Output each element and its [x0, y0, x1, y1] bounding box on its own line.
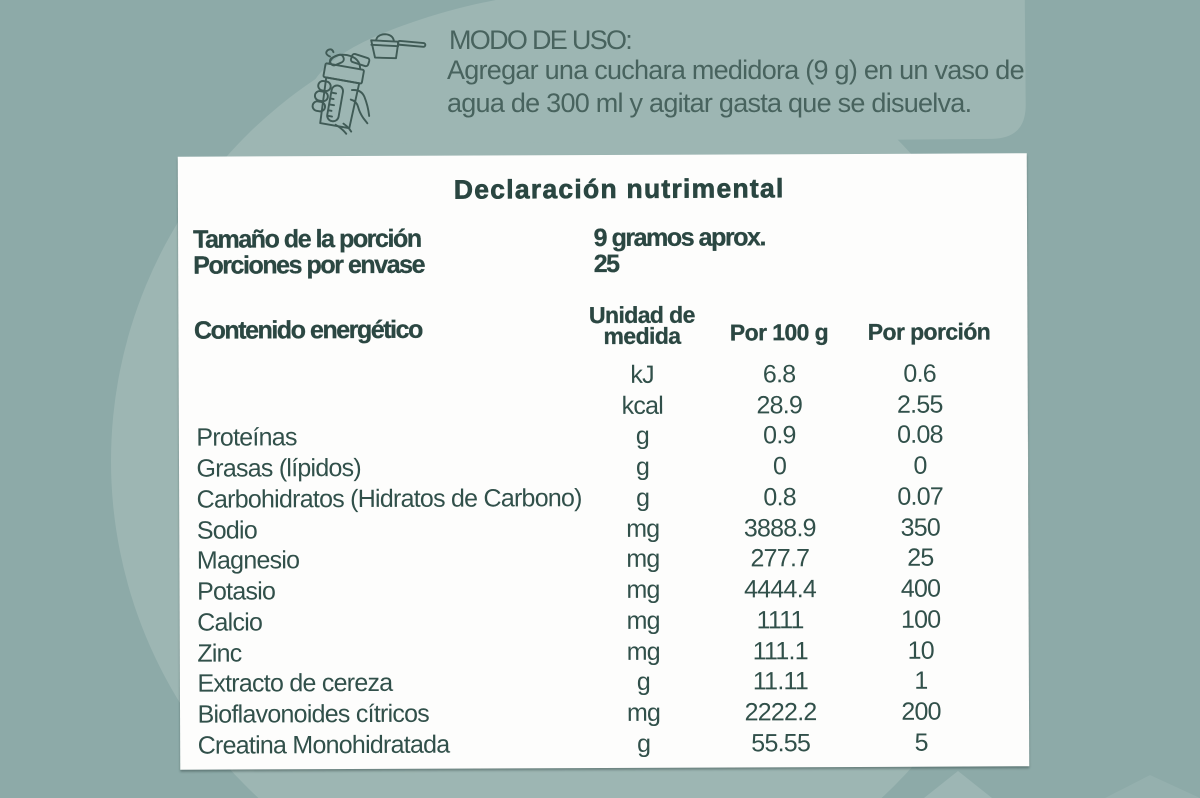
row-nutrient-name: Sodio [196, 515, 257, 545]
row-nutrient-name: Extracto de cereza [196, 669, 392, 698]
row-unit: mg [625, 545, 660, 574]
usage-heading: MODO DE USO: [449, 24, 633, 55]
row-per-100g: 3888.9 [743, 513, 816, 542]
row-nutrient-name: Grasas (lípidos) [195, 454, 361, 483]
row-nutrient-name: Potasio [196, 577, 275, 606]
row-per-100g: 0.8 [762, 483, 796, 512]
row-nutrient-name: Zinc [196, 639, 242, 668]
row-unit: g [635, 452, 649, 481]
row-per-100g: 11.11 [752, 667, 808, 696]
row-nutrient-name: Carbohidratos (Hidratos de Carbono) [196, 483, 582, 514]
row-per-portion: 0.08 [896, 420, 943, 450]
row-unit: mg [626, 637, 660, 666]
row-unit: kcal [620, 391, 663, 420]
serving-size-label: Tamaño de la porción [192, 224, 421, 254]
row-per-portion: 0 [912, 451, 927, 480]
row-per-100g: 55.55 [750, 728, 810, 758]
row-nutrient-name: Calcio [196, 608, 262, 637]
row-per-portion: 400 [900, 574, 940, 603]
row-unit: mg [626, 698, 660, 727]
usage-line-2: agua de 300 ml y agitar gasta que se dis… [447, 87, 972, 118]
background-triangle-shape [1105, 775, 1200, 798]
shaker-bottle-and-scoop-icon [311, 33, 427, 135]
card-title: Declaración nutrimental [453, 172, 785, 205]
row-per-portion: 100 [900, 605, 940, 634]
column-header-content: Contenido energético [193, 315, 422, 345]
row-unit: g [636, 668, 650, 697]
background-top-band-shape [239, 0, 1026, 146]
row-per-100g: 0.9 [762, 421, 796, 450]
row-per-portion: 200 [900, 697, 941, 726]
row-unit: mg [625, 575, 660, 604]
row-per-100g: 2222.2 [743, 698, 817, 727]
row-per-100g: 4444.4 [743, 575, 816, 604]
row-unit: mg [625, 514, 659, 543]
row-per-portion: 350 [899, 513, 940, 542]
row-unit: g [635, 483, 649, 512]
column-header-portion: Por porción [867, 318, 990, 345]
row-per-100g: 111.1 [752, 636, 808, 665]
row-per-portion: 10 [907, 636, 934, 665]
row-per-100g: 1111 [756, 605, 804, 635]
row-unit: g [635, 422, 649, 451]
row-per-portion: 1 [913, 666, 928, 696]
row-per-100g: 277.7 [749, 544, 809, 573]
row-unit: g [636, 729, 650, 758]
servings-per-container-label: Porciones por envase [192, 250, 424, 280]
row-nutrient-name: Creatina Monohidratada [197, 730, 449, 760]
serving-size-value: 9 gramos aprox. [593, 223, 765, 253]
row-per-100g: 28.9 [755, 390, 802, 419]
nutrition-facts-card: Declaración nutrimental Tamaño de la por… [177, 153, 1029, 770]
row-per-portion: 0.07 [896, 482, 943, 511]
row-unit: kJ [629, 360, 654, 389]
row-nutrient-name: Proteínas [195, 423, 297, 452]
row-per-100g: 0 [772, 452, 786, 481]
row-per-portion: 5 [914, 728, 928, 757]
row-per-portion: 2.55 [896, 390, 943, 419]
row-nutrient-name: Magnesio [196, 546, 299, 575]
background-triangle-shape [924, 771, 992, 798]
row-nutrient-name: Bioflavonoides cítricos [196, 699, 429, 729]
row-per-100g: 6.8 [762, 360, 795, 389]
column-header-unit: Unidad de medida [588, 301, 695, 349]
column-header-per100: Por 100 g [729, 319, 828, 346]
usage-line-1: Agregar una cuchara medidora (9 g) en un… [447, 54, 1025, 85]
servings-per-container-value: 25 [593, 249, 619, 279]
row-unit: mg [625, 606, 660, 635]
row-per-portion: 25 [906, 543, 934, 573]
row-per-portion: 0.6 [902, 359, 936, 388]
